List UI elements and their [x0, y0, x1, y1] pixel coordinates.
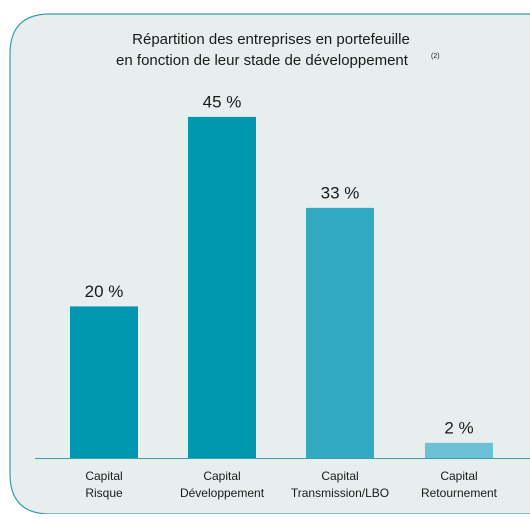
x-tick-label: Retournement — [421, 486, 498, 500]
chart-title: en fonction de leur stade de développeme… — [116, 52, 409, 69]
value-label: 33 % — [321, 183, 360, 202]
value-label: 20 % — [85, 282, 124, 301]
x-tick-label: Développement — [180, 486, 265, 500]
bar — [70, 306, 138, 458]
x-tick-label: Capital — [203, 469, 240, 483]
bar — [306, 207, 374, 458]
value-label: 45 % — [203, 92, 242, 111]
x-tick-label: Risque — [85, 486, 123, 500]
x-tick-label: Capital — [440, 469, 477, 483]
bar — [425, 442, 493, 458]
x-tick-label: Capital — [85, 469, 122, 483]
x-tick-label: Transmission/LBO — [291, 486, 389, 500]
panel — [9, 13, 530, 515]
value-label: 2 % — [444, 418, 473, 437]
bar — [188, 116, 256, 459]
chart-title: Répartition des entreprises en portefeui… — [132, 31, 410, 48]
title-note: (2) — [431, 53, 440, 60]
x-tick-label: Capital — [321, 469, 358, 483]
